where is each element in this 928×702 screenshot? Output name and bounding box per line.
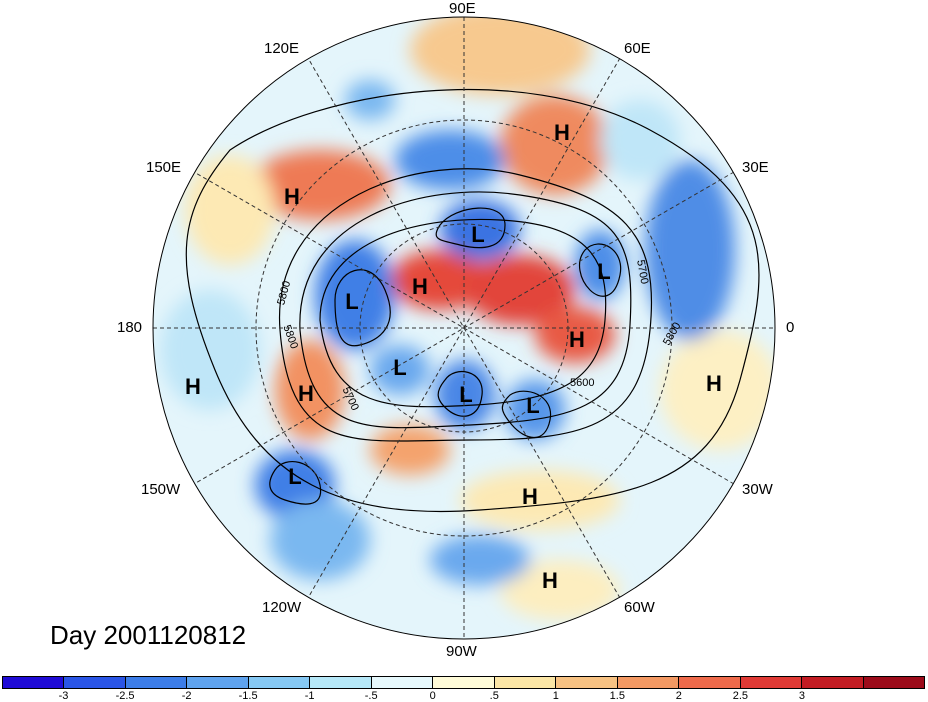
colorbar-segment — [248, 677, 311, 688]
colorbar-tick-label: .5 — [489, 690, 499, 702]
colorbar-segment — [802, 677, 864, 688]
low-pressure-marker: L — [288, 464, 302, 489]
low-pressure-marker: L — [597, 259, 611, 284]
lon-label-180: 180 — [117, 319, 143, 336]
colorbar-tick-label: -.5 — [364, 690, 378, 702]
low-pressure-marker: L — [345, 289, 359, 314]
day-label: Day 2001120812 — [50, 620, 247, 650]
high-pressure-marker: H — [284, 184, 300, 209]
colorbar-tick-label: 1.5 — [609, 690, 625, 702]
colorbar-segment — [371, 677, 434, 688]
lon-label-0: 0 — [786, 319, 795, 336]
colorbar-tick-label: -3 — [58, 690, 69, 702]
colorbar-tick-label: -1 — [304, 690, 315, 702]
colorbar-segment — [64, 677, 126, 688]
colorbar-tick-label: 3 — [798, 690, 805, 702]
colorbar-tick-label: 2.5 — [732, 690, 749, 702]
lon-label-30w: 30W — [742, 481, 773, 498]
high-pressure-marker: H — [706, 371, 722, 396]
colorbar-segment — [740, 677, 803, 688]
map-boundary — [152, 16, 776, 640]
colorbar-segment — [617, 677, 680, 688]
high-pressure-marker: H — [542, 568, 558, 593]
colorbar — [2, 676, 925, 689]
high-pressure-marker: H — [298, 381, 314, 406]
colorbar-tick-label: 1 — [552, 690, 559, 702]
lon-label-60e: 60E — [624, 40, 651, 57]
colorbar-tick-label: -2.5 — [115, 690, 135, 702]
height-contours — [185, 88, 760, 513]
colorbar-segment — [3, 677, 65, 688]
lon-label-90w: 90W — [446, 643, 477, 660]
lon-label-60w: 60W — [624, 599, 655, 616]
low-pressure-marker: L — [393, 355, 407, 380]
anomaly-field — [160, 17, 775, 620]
high-pressure-marker: H — [185, 374, 201, 399]
colorbar-tick-label: -2 — [181, 690, 192, 702]
colorbar-segment — [679, 677, 741, 688]
lon-label-150e: 150E — [146, 159, 182, 176]
colorbar-segment — [863, 677, 925, 688]
colorbar-segment — [187, 677, 249, 688]
lon-label-90e: 90E — [449, 0, 476, 17]
lon-label-150w: 150W — [141, 481, 181, 498]
colorbar-tick-label: 2 — [675, 690, 682, 702]
colorbar-segment — [556, 677, 618, 688]
low-pressure-marker: L — [459, 382, 473, 407]
colorbar-segment — [433, 677, 495, 688]
low-pressure-marker: L — [471, 222, 485, 247]
high-pressure-marker: H — [569, 327, 585, 352]
high-pressure-marker: H — [554, 120, 570, 145]
colorbar-tick-label: 0 — [429, 690, 436, 702]
graticule — [153, 17, 775, 639]
contour-label: 5600 — [570, 377, 595, 389]
low-pressure-marker: L — [526, 393, 540, 418]
lon-label-120w: 120W — [262, 599, 302, 616]
high-pressure-marker: H — [522, 484, 538, 509]
colorbar-tick-label: -1.5 — [238, 690, 258, 702]
lon-label-120e: 120E — [264, 40, 300, 57]
colorbar-segment — [125, 677, 188, 688]
colorbar-segment — [494, 677, 557, 688]
colorbar-segment — [310, 677, 372, 688]
high-pressure-marker: H — [412, 274, 428, 299]
lon-label-30e: 30E — [742, 159, 769, 176]
